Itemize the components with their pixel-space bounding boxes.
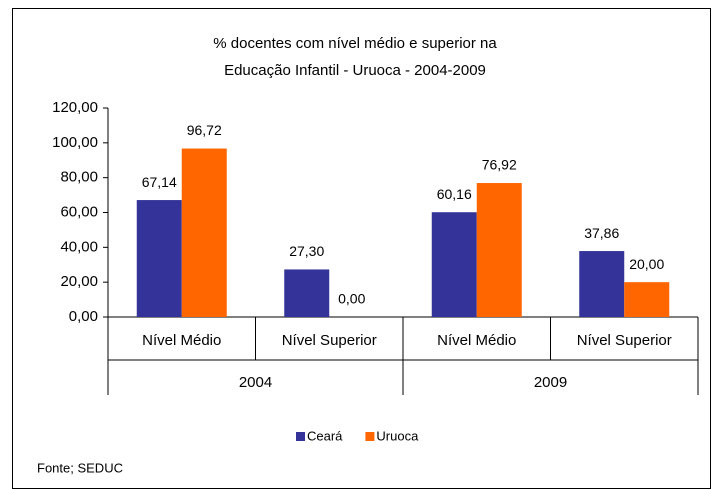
y-tick-label: 20,00 <box>60 273 98 290</box>
y-tick-label: 120,00 <box>52 99 98 116</box>
source: Fonte; SEDUC <box>37 460 123 475</box>
bar <box>136 200 182 317</box>
value-label: 20,00 <box>629 256 664 272</box>
y-tick-label: 60,00 <box>60 203 98 220</box>
y-tick-label: 80,00 <box>60 169 98 186</box>
chart-title: Educação Infantil - Uruoca - 2004-2009 <box>224 62 486 79</box>
value-label: 27,30 <box>289 243 324 259</box>
legend-label: Uruoca <box>376 428 419 443</box>
value-label: 37,86 <box>584 225 619 241</box>
legend-label: Ceará <box>307 428 343 443</box>
bar <box>476 183 522 317</box>
value-label: 67,14 <box>142 174 177 190</box>
y-tick-label: 40,00 <box>60 238 98 255</box>
legend-swatch <box>296 432 305 441</box>
bar <box>181 148 227 317</box>
value-label: 76,92 <box>482 157 517 173</box>
x-tick-label: Nível Médio <box>437 332 516 349</box>
bar <box>431 212 477 317</box>
value-label: 60,16 <box>437 186 472 202</box>
bar <box>284 269 330 317</box>
chart-title: % docentes com nível médio e superior na <box>213 35 497 52</box>
bar <box>624 282 670 317</box>
bar <box>579 251 625 317</box>
y-tick-label: 100,00 <box>52 134 98 151</box>
legend-swatch <box>365 432 375 441</box>
chart-frame <box>12 8 711 489</box>
x-tick-label: Nível Superior <box>282 332 377 349</box>
group-label: 2009 <box>534 374 567 391</box>
x-tick-label: Nível Superior <box>577 332 672 349</box>
group-label: 2004 <box>239 374 272 391</box>
y-tick-label: 0,00 <box>69 308 98 325</box>
value-label: 0,00 <box>338 291 365 307</box>
value-label: 96,72 <box>187 122 222 138</box>
x-tick-label: Nível Médio <box>142 332 221 349</box>
